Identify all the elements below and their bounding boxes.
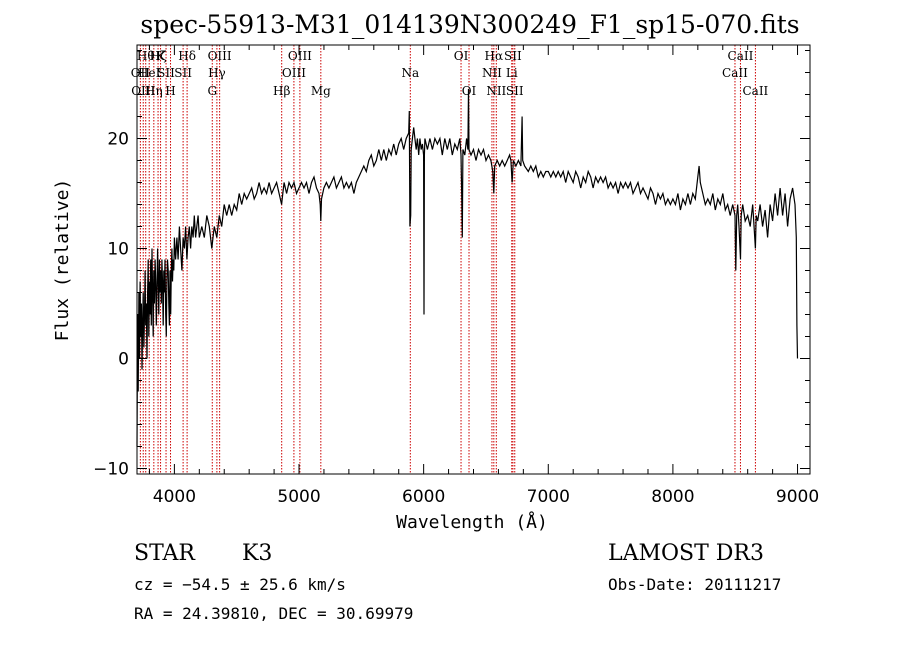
line-marker-label: CaII: [728, 49, 754, 63]
line-marker-label: Li: [506, 66, 518, 80]
line-marker-label: OIII: [208, 49, 232, 63]
y-tick-label: −10: [93, 460, 129, 480]
line-marker-label: Hδ: [178, 49, 196, 63]
line-marker-label: Na: [401, 66, 419, 80]
line-marker-label: SII: [174, 66, 192, 80]
x-tick-label: 4000: [153, 487, 196, 507]
y-tick-label: 20: [107, 130, 129, 150]
plot-frame: [136, 44, 811, 475]
survey-name: LAMOST DR3: [608, 541, 764, 566]
line-marker-label: CaII: [742, 84, 768, 98]
object-class: STAR: [134, 541, 196, 566]
line-marker-label: Mg: [311, 84, 331, 98]
line-marker-label: SII: [157, 66, 175, 80]
line-marker-label: H: [165, 84, 175, 98]
line-marker-label: CaII: [722, 66, 748, 80]
line-marker-label: Hζ: [150, 49, 167, 63]
line-marker-label: NII: [482, 66, 502, 80]
x-tick-label: 5000: [277, 487, 320, 507]
line-marker-label: Hη: [145, 84, 163, 98]
x-tick-label: 9000: [776, 487, 819, 507]
x-tick-label: 6000: [402, 487, 445, 507]
x-axis-label: Wavelength (Å): [396, 511, 548, 533]
line-marker-label: SII: [506, 84, 524, 98]
line-marker-label: SII: [504, 49, 522, 63]
y-tick-label: 10: [107, 240, 129, 260]
x-axis-ticks: 4000 5000 6000 7000 8000 9000: [148, 45, 819, 507]
object-subclass: K3: [242, 541, 272, 566]
line-marker-label: HeI: [138, 66, 161, 80]
line-marker-label: Hγ: [208, 66, 226, 80]
redshift-velocity: cz = −54.5 ± 25.6 km/s: [134, 575, 346, 594]
emission-line-labels: OIIOIIIHθHeIHηHζKSIIHHδSIIGHγOIIIHβOIIIO…: [131, 49, 769, 98]
spectrum-line: [136, 88, 799, 447]
line-marker-label: K: [156, 49, 166, 63]
chart-title: spec-55913-M31_014139N300249_F1_sp15-070…: [140, 10, 799, 39]
line-marker-label: OIII: [288, 49, 312, 63]
x-tick-label: 8000: [651, 487, 694, 507]
line-marker-label: OI: [454, 49, 469, 63]
line-marker-label: OIII: [282, 66, 306, 80]
line-marker-label: OI: [462, 84, 477, 98]
y-axis-ticks: −10 0 10 20: [93, 50, 810, 480]
line-marker-label: NII: [486, 84, 506, 98]
x-tick-label: 7000: [527, 487, 570, 507]
y-tick-label: 0: [118, 350, 129, 370]
line-marker-label: Hα: [485, 49, 504, 63]
line-marker-label: G: [207, 84, 217, 98]
line-marker-label: Hβ: [273, 84, 290, 98]
coordinates: RA = 24.39810, DEC = 30.69979: [134, 604, 413, 623]
y-axis-label: Flux (relative): [52, 179, 73, 342]
line-marker-label: Hθ: [137, 49, 155, 63]
emission-line-markers: [139, 45, 756, 474]
observation-date: Obs-Date: 20111217: [608, 575, 781, 594]
